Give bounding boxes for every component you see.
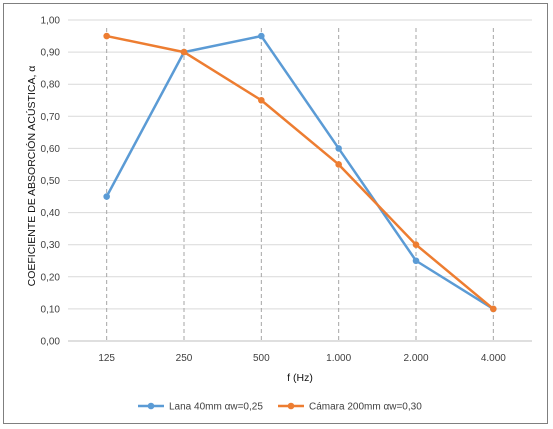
x-axis-title: f (Hz) [287,372,313,384]
x-tick-label: 2.000 [403,353,428,364]
data-point [103,193,110,200]
y-tick-label: 0,00 [41,337,61,348]
y-tick-label: 0,30 [41,240,61,251]
series-group [103,32,497,313]
x-tick-label: 500 [253,353,270,364]
y-tick-label: 0,60 [41,144,61,155]
series-line [105,34,495,311]
data-point [335,161,342,168]
x-tick-label: 125 [98,353,115,364]
legend: Lana 40mm αw=0,25 Cámara 200mm αw=0,30 [138,402,422,413]
legend-label: Lana 40mm αw=0,25 [169,402,263,413]
x-tick-label: 4.000 [481,353,506,364]
y-tick-label: 0,40 [41,208,61,219]
y-tick-label: 0,20 [41,272,61,283]
x-axis-ticks: 125 250 500 1.000 2.000 4.000 [98,353,506,364]
data-point [412,257,420,265]
x-tick-label: 1.000 [326,353,351,364]
y-tick-label: 1,00 [41,16,61,27]
legend-marker [287,402,295,410]
vertical-dashed-gridlines [106,28,494,341]
data-point [258,32,265,40]
y-tick-label: 0,10 [41,304,61,315]
y-tick-label: 0,90 [41,48,61,59]
x-tick-label: 250 [176,353,193,364]
series-line [105,34,495,311]
y-axis-ticks: 0,00 0,10 0,20 0,30 0,40 0,50 0,60 0,70 0,80 0,90… [41,16,61,348]
data-point [180,48,188,56]
gridlines [68,19,532,342]
chart-frame [3,3,548,424]
data-point [490,305,497,313]
legend-marker [147,402,155,410]
y-tick-label: 0,70 [41,112,61,123]
data-point [258,96,265,104]
data-point [335,145,342,152]
y-axis-title: COEFICIENTE DE ABSORCIÓN ACÚSTICA, α [25,66,38,287]
legend-label: Cámara 200mm αw=0,30 [309,402,422,413]
y-tick-label: 0,50 [41,176,61,187]
data-point [103,32,110,40]
data-point [412,241,420,248]
y-tick-label: 0,80 [41,80,61,91]
